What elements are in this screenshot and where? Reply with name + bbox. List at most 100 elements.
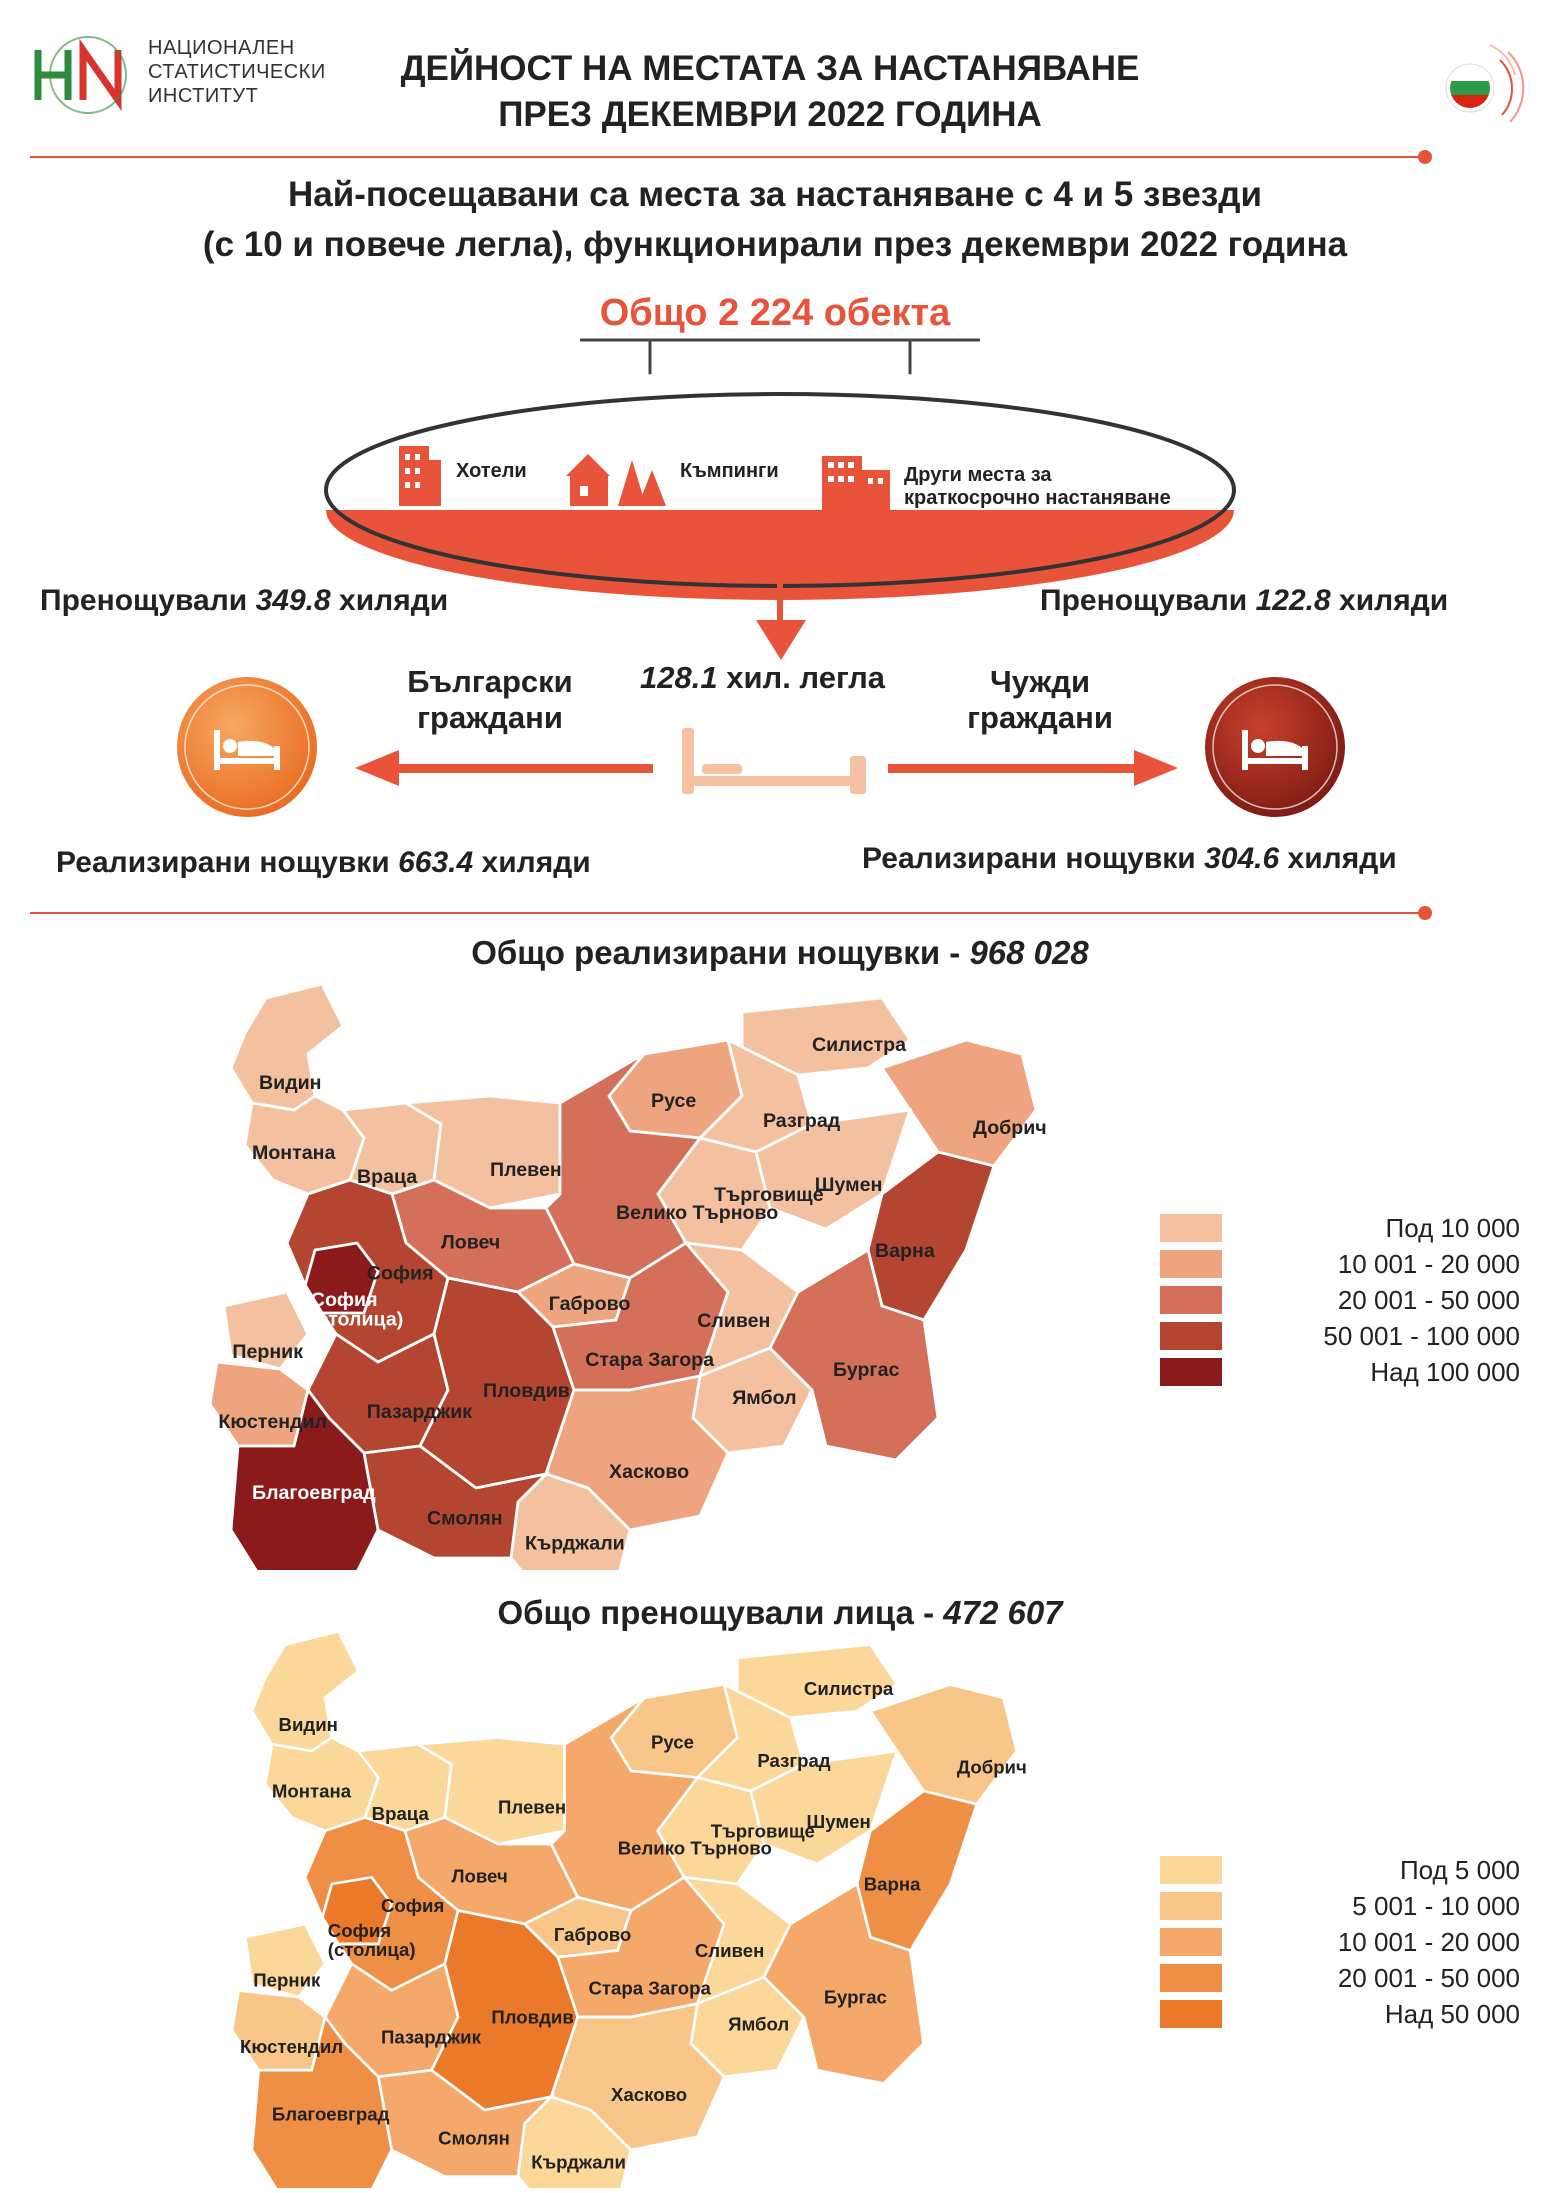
foreign-citizens-label: Чужди граждани [950,664,1130,736]
nights-map-title: Общо реализирани нощувки - 968 028 [300,934,1260,972]
region-Добрич [868,1683,1019,1806]
region-label: Русе [651,1090,696,1112]
accommodation-diagram [324,338,1236,630]
region-label: Стара Загора [588,1977,711,1998]
legend-label: Над 50 000 [1384,1999,1520,2029]
region-Смолян [362,1444,551,1560]
logo-line: СТАТИСТИЧЕСКИ [148,61,326,83]
region-label: Видин [259,1072,322,1094]
region-label: Габрово [549,1293,631,1315]
legend-label: 5 001 - 10 000 [1352,1891,1520,1921]
region-label: Смолян [427,1507,503,1529]
legend-swatch [1160,1358,1222,1386]
campings-label: Къмпинги [680,460,779,482]
bulgarian-citizens-label: Български граждани [390,664,590,736]
legend-label: Под 10 000 [1385,1213,1521,1243]
region-label: Габрово [554,1924,631,1945]
legend-label: 10 001 - 20 000 [1337,1927,1520,1957]
region-label: Кюстендил [218,1411,327,1433]
region-label: Бургас [824,1987,887,2008]
divider-dot [1418,906,1432,920]
total-objects: Общо 2 224 обекта [599,292,951,334]
header-divider [30,156,1420,158]
fr-nights-value: 304.6 [1204,842,1280,875]
region-label: Добрич [973,1117,1047,1139]
bg-nights-suffix: хиляди [481,846,591,879]
bed-icon [682,728,866,794]
other-line-2: краткосрочно настаняване [904,487,1171,509]
bulgarian-tourist-icon [177,677,317,817]
region-label: София [367,1262,434,1284]
region-label: Пловдив [483,1380,570,1402]
region-Добрич [879,1038,1038,1168]
region-label: Кърджали [525,1533,625,1555]
region-label: Плевен [490,1159,562,1181]
section-divider [30,912,1420,914]
region-Кюстендил [230,1988,327,2072]
region-label: Монтана [252,1142,336,1164]
region-label: Перник [232,1341,303,1363]
divider-dot [1418,150,1432,164]
region-Смолян [376,2068,556,2178]
legend-swatch [1160,1250,1222,1278]
bulgaria-flag-icon [1445,44,1525,123]
foreign-stayed: Пренощували 122.8 хиляди [1040,584,1448,618]
title-line-1: ДЕЙНОСТ НА МЕСТАТА ЗА НАСТАНЯВАНЕ [400,49,1140,88]
beds-unit: хил. легла [726,660,886,695]
fr-stayed-value: 122.8 [1255,584,1331,617]
region-Велико Търново [549,1696,700,1913]
region-label: Пловдив [491,2007,573,2028]
subtitle-line-1: Най-посещавани са места за настаняване с… [287,175,1263,214]
hotel-icon [399,446,441,506]
region-label: Кърджали [531,2152,626,2173]
legend-row: 20 001 - 50 000 [1160,1286,1520,1314]
region-Благоевград [229,1386,380,1570]
region-Благоевград [250,2013,393,2188]
bulgarian-stayed: Пренощували 349.8 хиляди [40,584,448,618]
legend-label: 20 001 - 50 000 [1337,1285,1520,1315]
persons-map: Видин Монтана Враца Плевен Русе Силистра Разгр… [230,1629,1027,2188]
region-label: Бургас [833,1359,899,1381]
fr-nights-prefix: Реализирани нощувки [862,842,1196,875]
region-Перник [222,1290,310,1371]
beds-value: 128.1 [640,660,718,695]
fr-label-line-1: Чужди [989,664,1091,699]
legend-row: Под 10 000 [1160,1214,1520,1242]
region-label: Сливен [695,1940,765,1961]
region-label: Добрич [957,1757,1027,1778]
region-label: София [381,1895,444,1916]
region-label: Смолян [438,2128,510,2149]
nights-map-title-prefix: Общо реализирани нощувки - [471,934,961,971]
down-arrow-icon [756,620,806,660]
foreign-nights: Реализирани нощувки 304.6 хиляди [862,842,1397,876]
nights-map-title-value: 968 028 [969,934,1089,971]
region-Велико Търново [544,1052,703,1280]
title-line-2: ПРЕЗ ДЕКЕМВРИ 2022 ГОДИНА [498,95,1042,134]
region-label: Варна [875,1240,936,1262]
region-label: Враца [372,1803,430,1824]
region-label: Русе [651,1731,694,1752]
left-arrow-icon [355,750,653,786]
fr-stayed-suffix: хиляди [1339,584,1449,617]
bulgarian-nights: Реализирани нощувки 663.4 хиляди [56,846,591,880]
region-label: Силистра [812,1034,907,1056]
legend-swatch [1160,1286,1222,1314]
region-label: Ямбол [728,2013,789,2034]
legend-row: 10 001 - 20 000 [1160,1250,1520,1278]
region-label: Монтана [272,1781,352,1802]
region-label: (столица) [328,1939,416,1960]
legend-label: 50 001 - 100 000 [1323,1321,1520,1351]
region-label: Силистра [804,1678,894,1699]
region-label: Видин [279,1714,338,1735]
legend-label: Под 5 000 [1399,1855,1520,1885]
nights-map: Видин Монтана Враца Плевен Русе Силистра Разгр… [208,982,1047,1570]
page-title: ДЕЙНОСТ НА МЕСТАТА ЗА НАСТАНЯВАНЕ ПРЕЗ Д… [330,46,1210,138]
region-Бургас [768,1247,940,1462]
region-label: Ямбол [732,1387,796,1409]
region-label: Разград [757,1750,830,1771]
legend-row: 5 001 - 10 000 [1160,1892,1520,1920]
right-arrow-icon [888,750,1178,786]
bg-stayed-prefix: Пренощували [40,584,248,617]
region-label: Враца [357,1166,418,1188]
legend-swatch [1160,2000,1222,2028]
